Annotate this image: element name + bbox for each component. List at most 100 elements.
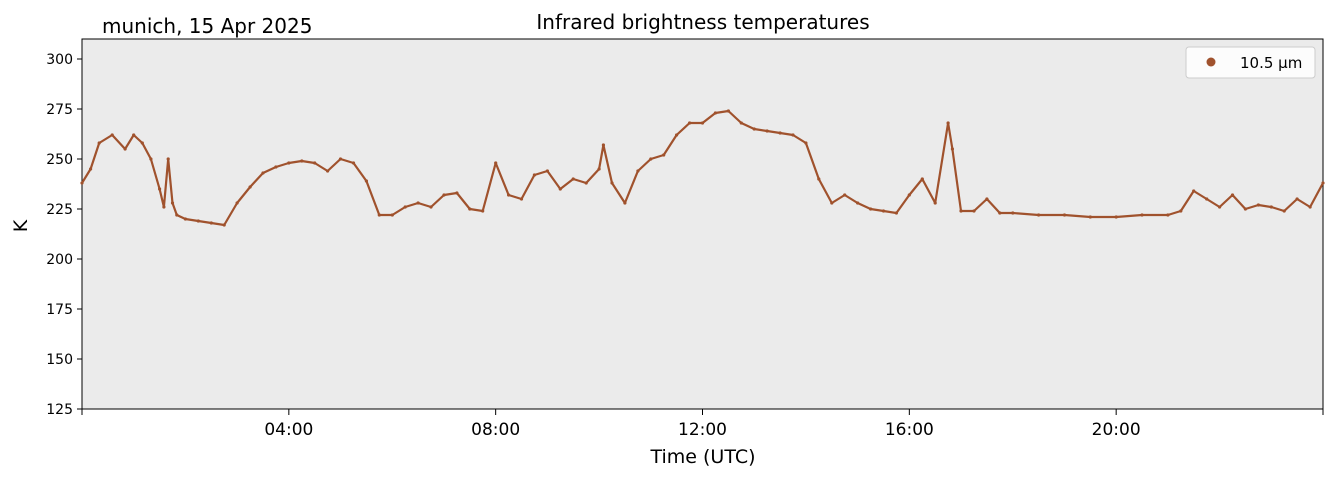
data-point bbox=[920, 177, 924, 181]
data-point bbox=[1011, 211, 1015, 215]
data-point bbox=[183, 217, 187, 221]
x-tick-label: 08:00 bbox=[471, 420, 520, 440]
data-point bbox=[946, 121, 950, 125]
data-point bbox=[959, 209, 963, 213]
data-point bbox=[649, 157, 653, 161]
data-point bbox=[584, 181, 588, 185]
data-point bbox=[881, 209, 886, 213]
data-point bbox=[752, 127, 756, 131]
data-point bbox=[1269, 205, 1273, 209]
legend-marker bbox=[1206, 57, 1216, 67]
data-point bbox=[132, 133, 136, 137]
data-point bbox=[274, 165, 278, 169]
data-point bbox=[313, 161, 317, 165]
data-point bbox=[985, 197, 989, 201]
data-point bbox=[162, 205, 166, 209]
data-point bbox=[338, 157, 343, 161]
data-point bbox=[1192, 189, 1196, 193]
data-point bbox=[998, 211, 1002, 215]
data-point bbox=[1218, 205, 1222, 209]
data-point bbox=[416, 201, 420, 205]
y-tick-label: 275 bbox=[46, 102, 73, 118]
y-tick-label: 225 bbox=[46, 202, 73, 218]
data-point bbox=[481, 209, 485, 213]
data-point bbox=[869, 207, 873, 211]
data-point bbox=[558, 187, 562, 191]
y-axis: 125 150 175 200 225 250 275 300 bbox=[46, 52, 82, 418]
data-point bbox=[351, 161, 356, 165]
data-point bbox=[222, 223, 226, 227]
data-point bbox=[571, 177, 575, 181]
data-point bbox=[300, 159, 304, 163]
data-point bbox=[1243, 207, 1247, 211]
data-point bbox=[1166, 213, 1170, 217]
data-point bbox=[519, 197, 524, 201]
data-point bbox=[597, 167, 601, 171]
data-point bbox=[166, 157, 170, 161]
data-point bbox=[123, 147, 127, 151]
data-point bbox=[1321, 181, 1325, 185]
y-tick-label: 125 bbox=[46, 402, 73, 418]
data-point bbox=[1282, 209, 1286, 213]
data-point bbox=[149, 157, 153, 161]
data-point bbox=[700, 121, 705, 125]
data-point bbox=[326, 169, 330, 173]
data-point bbox=[791, 133, 795, 137]
data-point bbox=[364, 179, 368, 183]
x-axis-label: Time (UTC) bbox=[649, 446, 755, 468]
data-point bbox=[950, 147, 955, 151]
data-point bbox=[1140, 213, 1144, 217]
data-point bbox=[1256, 203, 1260, 207]
data-point bbox=[610, 181, 614, 185]
data-point bbox=[507, 193, 511, 197]
data-point bbox=[713, 111, 718, 115]
y-tick-label: 300 bbox=[46, 52, 73, 68]
data-point bbox=[739, 121, 743, 125]
data-point bbox=[1179, 209, 1183, 213]
data-point bbox=[89, 167, 93, 171]
y-axis-label: K bbox=[10, 219, 32, 232]
data-point bbox=[688, 121, 692, 125]
data-point bbox=[726, 109, 731, 113]
x-tick-label: 16:00 bbox=[885, 420, 934, 440]
data-point bbox=[377, 213, 381, 217]
data-point bbox=[235, 201, 239, 205]
data-point bbox=[110, 133, 114, 137]
x-tick-label: 04:00 bbox=[264, 420, 313, 440]
data-point bbox=[907, 193, 911, 197]
data-point bbox=[158, 187, 162, 191]
data-point bbox=[1037, 213, 1041, 217]
data-point bbox=[545, 169, 550, 173]
data-point bbox=[765, 129, 769, 133]
x-tick-label: 20:00 bbox=[1092, 420, 1141, 440]
data-point bbox=[390, 213, 394, 217]
data-point bbox=[972, 209, 976, 213]
data-point bbox=[636, 169, 640, 173]
y-tick-label: 250 bbox=[46, 152, 73, 168]
data-point bbox=[468, 207, 472, 211]
data-point bbox=[1308, 205, 1312, 209]
chart-subtitle: munich, 15 Apr 2025 bbox=[102, 14, 312, 38]
data-point bbox=[623, 201, 627, 205]
data-point bbox=[804, 141, 808, 145]
data-point bbox=[196, 219, 200, 223]
data-point bbox=[843, 193, 847, 197]
data-point bbox=[1230, 193, 1235, 197]
data-point bbox=[1088, 215, 1092, 219]
data-point bbox=[662, 153, 666, 157]
chart-title: Infrared brightness temperatures bbox=[536, 10, 869, 34]
data-point bbox=[97, 141, 101, 145]
data-point bbox=[817, 177, 821, 181]
x-axis: 04:00 08:00 12:00 16:00 20:00 bbox=[81, 409, 1324, 440]
legend: 10.5 µm bbox=[1185, 46, 1316, 79]
data-point bbox=[248, 185, 252, 189]
data-point bbox=[601, 143, 606, 147]
data-point bbox=[1295, 197, 1299, 201]
data-point bbox=[532, 173, 537, 177]
data-point bbox=[429, 205, 433, 209]
y-tick-label: 150 bbox=[46, 352, 73, 368]
data-point bbox=[442, 193, 446, 197]
data-point bbox=[894, 211, 899, 215]
data-point bbox=[261, 171, 265, 175]
